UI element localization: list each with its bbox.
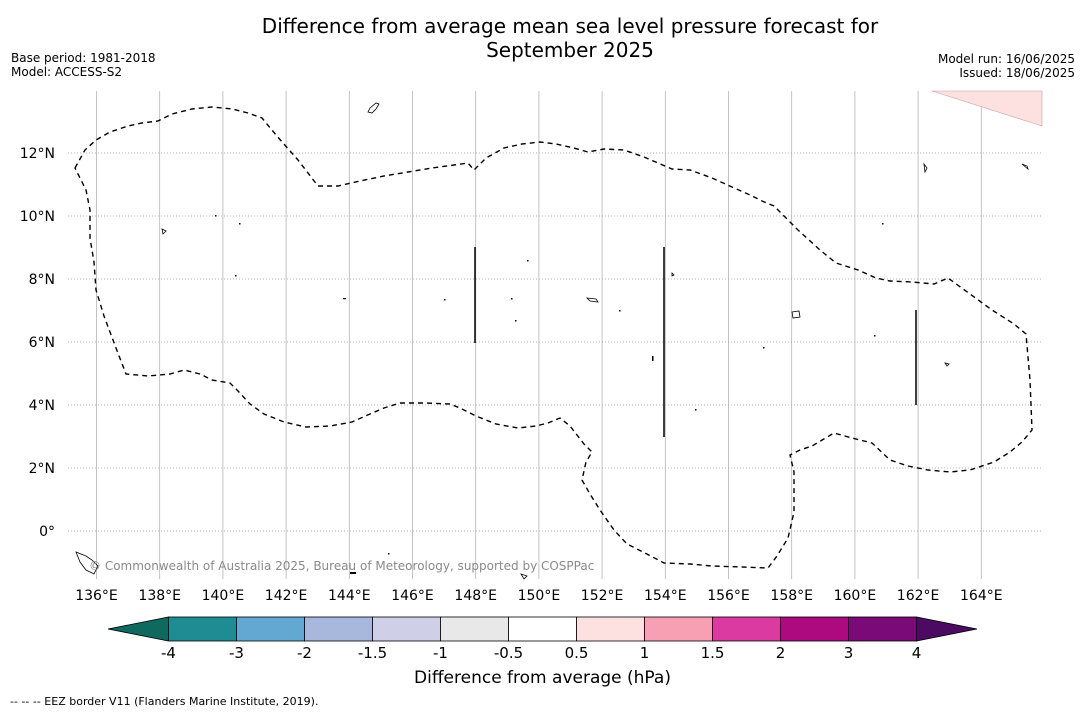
island-specks <box>215 215 884 574</box>
colorbar-tick-label: -1 <box>433 644 448 662</box>
island-speck <box>515 320 517 322</box>
colorbar-tick-label: -1.5 <box>358 644 387 662</box>
longitude-label: 136°E <box>75 588 118 604</box>
latitude-label: 2°N <box>29 461 55 477</box>
small-islands <box>75 102 1029 580</box>
island-outline <box>1021 163 1029 171</box>
island-speck <box>763 347 765 349</box>
island-speck <box>444 299 446 301</box>
island-outline <box>161 228 167 235</box>
model-name: Model: ACCESS-S2 <box>11 65 123 79</box>
island-speck <box>695 409 697 411</box>
shaded-region-0.5-to-1 <box>931 90 1043 127</box>
longitude-label: 164°E <box>960 588 1003 604</box>
base-period: Base period: 1981-2018 <box>11 51 156 65</box>
colorbar-tick-label: 1 <box>640 644 650 662</box>
colorbar-segment <box>372 616 441 642</box>
island-speck <box>882 223 884 225</box>
colorbar-tick-label: 1.5 <box>701 644 725 662</box>
island-speck <box>652 356 654 361</box>
island-speck <box>343 298 346 300</box>
island-outline <box>944 362 950 367</box>
title-line-1: Difference from average mean sea level p… <box>261 14 879 38</box>
latitude-label: 4°N <box>29 398 55 414</box>
longitude-label: 140°E <box>202 588 245 604</box>
colorbar-segment <box>236 616 305 642</box>
map-gridlines <box>68 91 1042 579</box>
colorbar-segment <box>440 616 509 642</box>
longitude-label: 160°E <box>834 588 877 604</box>
longitude-label: 152°E <box>581 588 624 604</box>
island-outline <box>520 573 528 580</box>
longitude-label: 158°E <box>770 588 813 604</box>
colorbar-tick-label: 3 <box>844 644 854 662</box>
colorbar-segment <box>644 616 713 642</box>
colorbar-tick-label: -0.5 <box>494 644 523 662</box>
latitude-label: 6°N <box>29 335 55 351</box>
colorbar <box>107 616 978 642</box>
colorbar-segment <box>508 616 577 642</box>
footer-note: -- -- -- EEZ border V11 (Flanders Marine… <box>10 695 319 708</box>
island-speck <box>239 223 241 225</box>
title-line-2: September 2025 <box>486 38 654 62</box>
longitude-label: 144°E <box>328 588 371 604</box>
meta-right: Model run: 16/06/2025 Issued: 18/06/2025 <box>938 52 1075 80</box>
colorbar-tick-label: 0.5 <box>565 644 589 662</box>
latitude-labels: 12°N 10°N 8°N 6°N 4°N 2°N 0° <box>20 146 55 540</box>
colorbar-segment <box>848 616 917 642</box>
colorbar-under-arrow <box>107 616 169 642</box>
colorbar-segment <box>168 616 237 642</box>
longitude-label: 142°E <box>265 588 308 604</box>
colorbar-segment <box>576 616 645 642</box>
longitude-label: 162°E <box>897 588 940 604</box>
longitude-label: 156°E <box>707 588 750 604</box>
island-speck <box>527 260 529 262</box>
longitude-label: 150°E <box>518 588 561 604</box>
issued-date: Issued: 18/06/2025 <box>959 66 1075 80</box>
latitude-label: 0° <box>39 524 55 540</box>
longitude-label: 138°E <box>138 588 181 604</box>
longitude-label: 148°E <box>454 588 497 604</box>
colorbar-tick-label: -2 <box>297 644 312 662</box>
longitude-label: 146°E <box>391 588 434 604</box>
model-run: Model run: 16/06/2025 <box>937 52 1075 66</box>
eez-segments <box>474 247 917 437</box>
eez-border <box>74 106 1033 569</box>
island-speck <box>235 275 237 277</box>
island-speck <box>388 553 390 555</box>
island-outline <box>585 297 599 303</box>
island-speck <box>511 298 513 300</box>
chart-title: Difference from average mean sea level p… <box>0 14 1085 62</box>
island-outline <box>923 162 928 174</box>
colorbar-title: Difference from average (hPa) <box>414 668 671 688</box>
colorbar-segment <box>780 616 849 642</box>
colorbar-segment <box>712 616 781 642</box>
island-outline <box>671 272 675 277</box>
longitude-labels: 136°E 138°E 140°E 142°E 144°E 146°E 148°E 150°E… <box>75 588 1002 604</box>
island-speck <box>619 310 621 312</box>
latitude-label: 8°N <box>29 272 55 288</box>
latitude-label: 10°N <box>20 209 55 225</box>
colorbar-tick-labels: -4 -3 -2 -1.5 -1 -0.5 0.5 1 1.5 2 3 4 <box>161 644 921 662</box>
colorbar-over-arrow <box>916 616 978 642</box>
island-speck <box>215 215 217 217</box>
copyright-text: © Commonwealth of Australia 2025, Bureau… <box>89 559 594 573</box>
colorbar-tick-label: -3 <box>229 644 244 662</box>
island-speck <box>350 572 356 574</box>
island-outline <box>791 310 801 319</box>
island-outline <box>75 551 99 575</box>
island-speck <box>874 335 876 337</box>
colorbar-tick-label: 2 <box>776 644 786 662</box>
latitude-label: 12°N <box>20 146 55 162</box>
meta-left: Base period: 1981-2018 Model: ACCESS-S2 <box>11 51 156 79</box>
longitude-label: 154°E <box>644 588 687 604</box>
island-outline <box>367 102 380 114</box>
colorbar-segment <box>304 616 373 642</box>
colorbar-tick-label: -4 <box>161 644 176 662</box>
colorbar-tick-label: 4 <box>912 644 922 662</box>
